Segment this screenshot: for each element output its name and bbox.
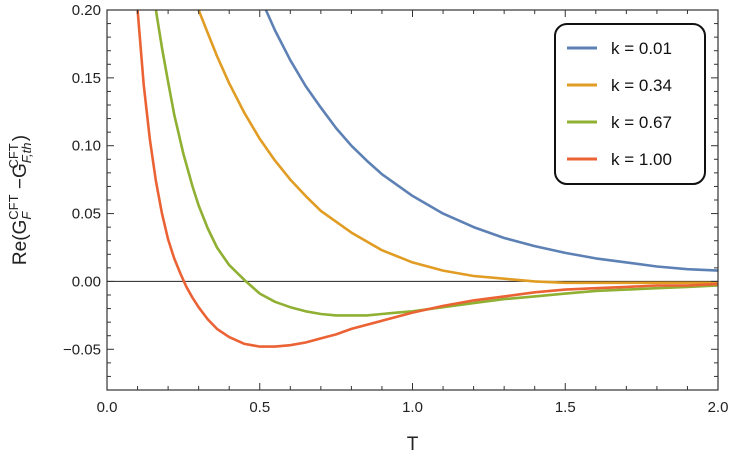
y-tick-label: 0.00 <box>72 273 101 290</box>
tick-layer: 0.0 0.5 1.0 1.5 2.0 0.20 0.15 0.10 0.05 0.00 −0.05 <box>63 2 728 416</box>
y-tick-label: 0.20 <box>72 2 101 19</box>
y-label-sup-1: CFT <box>6 194 21 219</box>
x-tick-label: 1.5 <box>555 399 576 416</box>
x-tick-label: 0.0 <box>97 399 118 416</box>
y-tick-label: 0.10 <box>72 138 101 155</box>
y-tick-label: −0.05 <box>63 341 101 358</box>
series-line-2 <box>197 10 718 285</box>
series-line-4 <box>136 10 718 348</box>
legend-label-3: k = 0.67 <box>611 113 672 132</box>
y-tick-label: 0.05 <box>72 206 101 223</box>
x-tick-label: 0.5 <box>249 399 270 416</box>
y-tick-label: 0.15 <box>72 70 101 87</box>
legend-box <box>554 23 706 185</box>
series-line-1 <box>264 10 718 272</box>
y-label-prefix: Re(G <box>10 220 31 265</box>
y-label-sub-2: F,th <box>19 143 34 164</box>
y-label-mid: −G <box>10 163 31 194</box>
series-line-3 <box>154 10 718 317</box>
legend: k = 0.01 k = 0.34 k = 0.67 k = 1.00 <box>554 23 706 185</box>
y-label-sub-1: F <box>19 211 34 220</box>
y-label-suffix: ) <box>10 135 31 141</box>
x-tick-label: 2.0 <box>708 399 729 416</box>
series-layer <box>136 10 718 348</box>
legend-label-2: k = 0.34 <box>611 76 672 95</box>
y-axis-label: Re(GFCFT −GF,thCFT) <box>6 135 34 265</box>
legend-label-1: k = 0.01 <box>611 39 672 58</box>
x-axis-label: T <box>407 434 419 455</box>
legend-label-4: k = 1.00 <box>611 150 672 169</box>
x-tick-label: 1.0 <box>402 399 423 416</box>
y-label-sup-2: CFT <box>6 143 21 168</box>
